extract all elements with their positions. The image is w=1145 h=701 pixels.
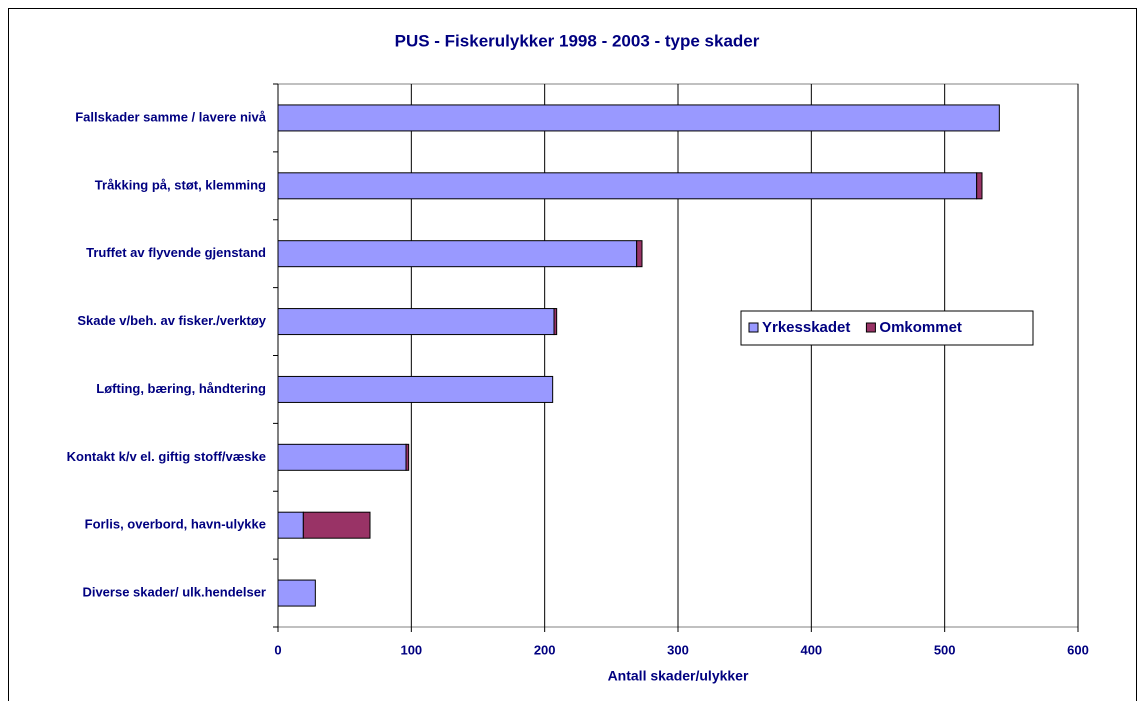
legend-label: Yrkesskadet (762, 319, 850, 336)
y-tick-label: Tråkking på, støt, klemming (95, 177, 266, 192)
legend-label: Omkommet (879, 319, 962, 336)
bar-segment (277, 308, 555, 336)
x-tick-label: 0 (274, 642, 281, 657)
y-tick-label: Kontakt k/v el. giftig stoff/væske (67, 449, 266, 464)
y-tick-label: Løfting, bæring, håndtering (96, 381, 266, 396)
bar-segment (277, 375, 554, 403)
bar-segment (277, 579, 316, 607)
x-tick-label: 300 (667, 642, 689, 657)
x-tick-label: 600 (1067, 642, 1089, 657)
y-tick-label: Diverse skader/ ulk.hendelser (82, 585, 266, 600)
legend-box (740, 310, 1034, 346)
bar-segment (405, 443, 410, 471)
bar-segment (976, 172, 983, 200)
y-tick-label: Skade v/beh. av fisker./verktøy (77, 313, 266, 328)
bar-segment (277, 443, 407, 471)
legend-swatch (748, 322, 759, 333)
x-tick-label: 100 (400, 642, 422, 657)
x-axis-title: Antall skader/ulykker (608, 668, 749, 684)
bar-segment (277, 104, 1000, 132)
x-tick-label: 200 (534, 642, 556, 657)
legend-swatch (865, 322, 876, 333)
bar-segment (277, 511, 304, 539)
x-tick-label: 500 (934, 642, 956, 657)
bar-segment (636, 240, 643, 268)
bar-segment (553, 308, 558, 336)
y-tick-label: Forlis, overbord, havn-ulykke (85, 517, 266, 532)
chart-title: PUS - Fiskerulykker 1998 - 2003 - type s… (395, 31, 760, 50)
bar-segment (302, 511, 371, 539)
bar-segment (277, 172, 978, 200)
bar-segment (277, 240, 638, 268)
x-tick-label: 400 (800, 642, 822, 657)
y-tick-label: Fallskader samme / lavere nivå (75, 109, 267, 124)
y-tick-label: Truffet av flyvende gjenstand (86, 245, 266, 260)
